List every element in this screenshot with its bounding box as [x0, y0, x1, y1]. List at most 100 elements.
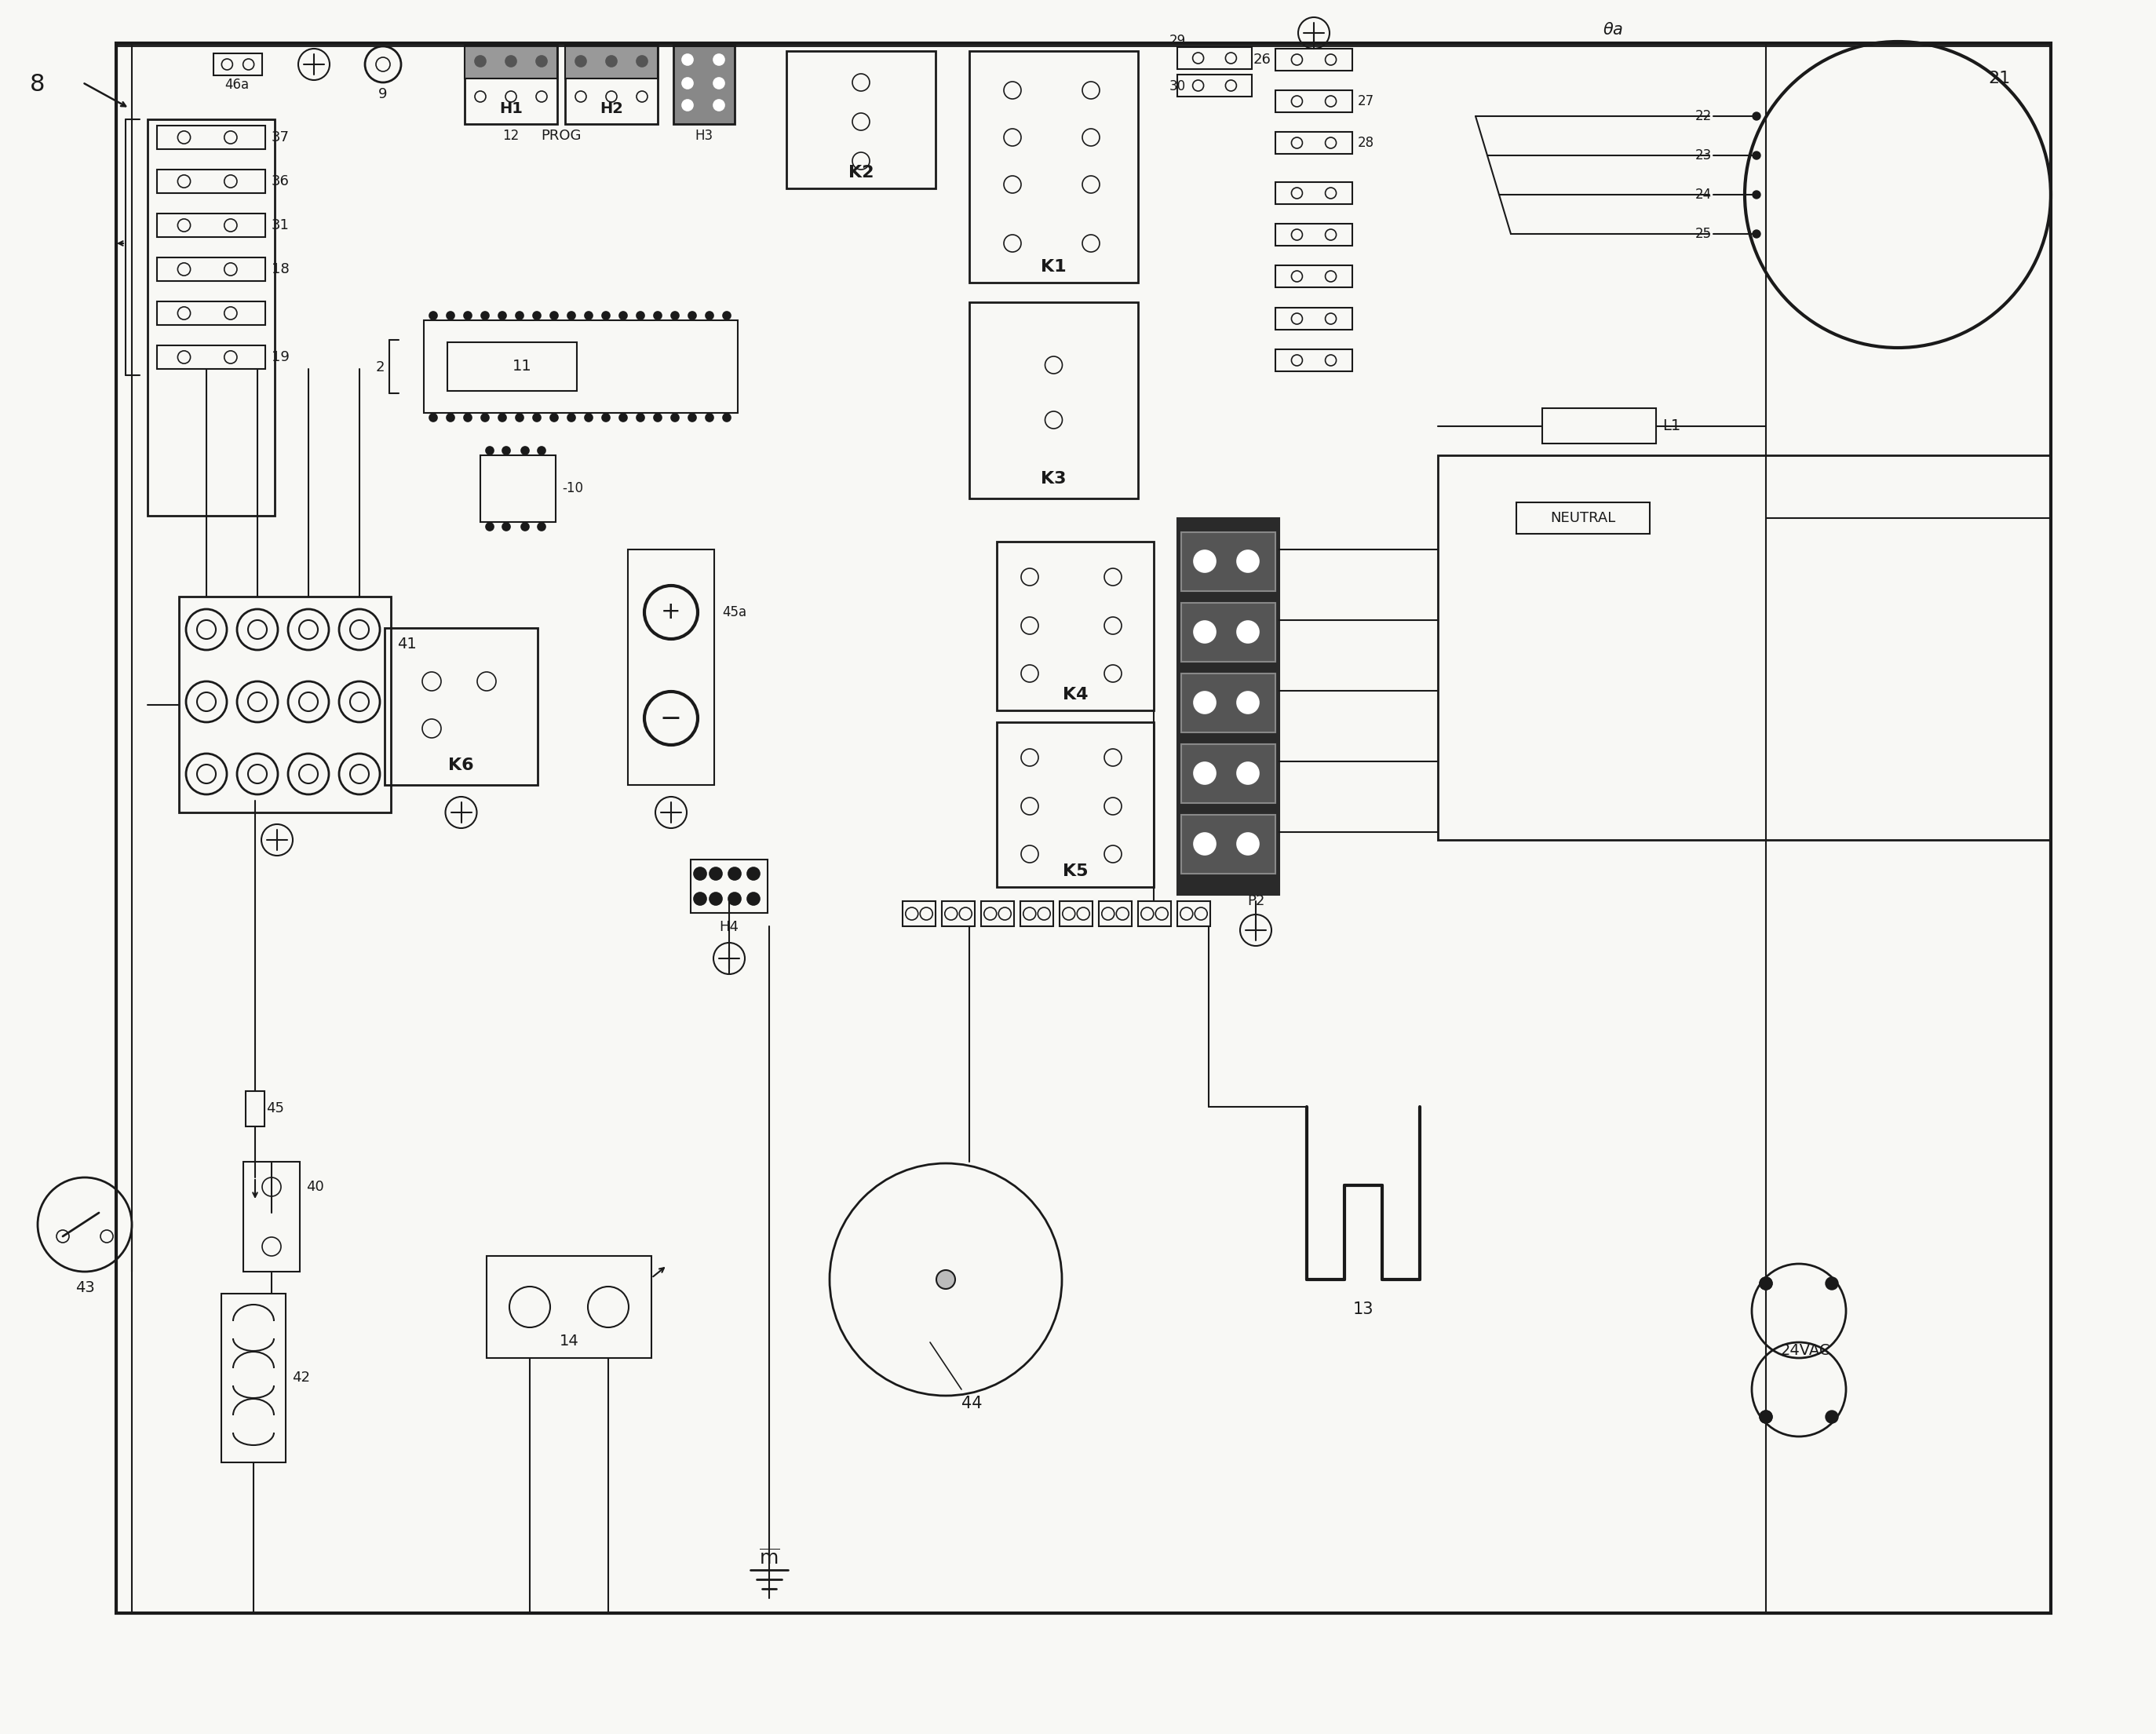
Circle shape [1238, 832, 1259, 855]
Circle shape [498, 414, 507, 421]
Bar [481, 456, 556, 522]
Text: 2: 2 [375, 361, 384, 375]
Circle shape [1194, 621, 1216, 643]
Circle shape [429, 312, 438, 319]
Bar [466, 45, 556, 125]
Circle shape [533, 414, 541, 421]
Circle shape [1753, 113, 1761, 120]
Bar [1276, 349, 1352, 371]
Text: H2: H2 [599, 101, 623, 116]
Circle shape [694, 867, 707, 879]
Bar [1516, 503, 1649, 534]
Circle shape [688, 312, 696, 319]
Bar [157, 345, 265, 369]
Circle shape [729, 893, 742, 905]
Circle shape [714, 54, 724, 66]
Circle shape [1194, 550, 1216, 572]
Bar [1177, 47, 1253, 69]
Text: 23: 23 [1695, 149, 1712, 163]
Circle shape [705, 414, 714, 421]
Circle shape [694, 893, 707, 905]
Text: +: + [662, 602, 681, 624]
Circle shape [714, 99, 724, 111]
Text: $\overline{\text{m}}$: $\overline{\text{m}}$ [759, 1548, 780, 1568]
Circle shape [446, 414, 455, 421]
Bar [1100, 902, 1132, 926]
Bar [1181, 673, 1276, 732]
Circle shape [671, 414, 679, 421]
Text: 27: 27 [1358, 94, 1373, 108]
Bar [157, 302, 265, 324]
Circle shape [1753, 151, 1761, 160]
Text: 37: 37 [272, 130, 289, 144]
Circle shape [505, 55, 517, 66]
Circle shape [481, 312, 489, 319]
Circle shape [722, 312, 731, 319]
Circle shape [729, 867, 742, 879]
Text: H1: H1 [500, 101, 522, 116]
Circle shape [1194, 763, 1216, 784]
Text: 24: 24 [1695, 187, 1712, 201]
Circle shape [688, 414, 696, 421]
Text: PROG: PROG [541, 128, 582, 142]
Bar [487, 1255, 651, 1358]
Text: 46a: 46a [224, 78, 250, 92]
Bar [1138, 902, 1171, 926]
Circle shape [681, 78, 692, 88]
Bar [384, 628, 537, 786]
Circle shape [567, 312, 576, 319]
Text: 12: 12 [502, 128, 520, 142]
Text: K2: K2 [847, 165, 873, 180]
Text: 45a: 45a [722, 605, 746, 619]
Circle shape [653, 312, 662, 319]
Circle shape [636, 55, 647, 66]
Bar [1177, 902, 1210, 926]
Bar [970, 50, 1138, 283]
Circle shape [522, 522, 528, 531]
Text: 21: 21 [1988, 71, 2009, 87]
Circle shape [653, 414, 662, 421]
Circle shape [619, 414, 627, 421]
Circle shape [722, 414, 731, 421]
Text: NEUTRAL: NEUTRAL [1550, 512, 1615, 525]
Circle shape [576, 55, 586, 66]
Circle shape [936, 1269, 955, 1288]
Text: 25: 25 [1695, 227, 1712, 241]
Circle shape [481, 414, 489, 421]
Bar [425, 321, 737, 413]
Bar [690, 860, 768, 912]
Bar [1276, 90, 1352, 113]
Bar [1438, 456, 2050, 839]
Text: K1: K1 [1041, 258, 1067, 274]
Circle shape [681, 99, 692, 111]
Bar [1542, 407, 1656, 444]
Text: 18: 18 [272, 262, 289, 276]
Bar [627, 550, 714, 786]
Circle shape [515, 312, 524, 319]
Bar [996, 541, 1153, 711]
Text: 36: 36 [272, 173, 289, 189]
Bar [179, 596, 390, 813]
Bar [1059, 902, 1093, 926]
Bar [1177, 75, 1253, 97]
Text: 22: 22 [1695, 109, 1712, 123]
Circle shape [485, 522, 494, 531]
Circle shape [1759, 1410, 1772, 1424]
Circle shape [1238, 550, 1259, 572]
Bar [1276, 49, 1352, 71]
Circle shape [502, 447, 511, 454]
Bar [446, 342, 578, 390]
Circle shape [636, 414, 645, 421]
Circle shape [498, 312, 507, 319]
Circle shape [709, 867, 722, 879]
Bar [1181, 815, 1276, 874]
Circle shape [1238, 621, 1259, 643]
Text: 11: 11 [513, 359, 533, 375]
Bar [246, 1091, 265, 1127]
Text: 30: 30 [1169, 80, 1186, 94]
Circle shape [502, 522, 511, 531]
Text: 26: 26 [1253, 52, 1272, 66]
Text: 8: 8 [30, 73, 45, 95]
Bar [157, 213, 265, 238]
Circle shape [636, 312, 645, 319]
